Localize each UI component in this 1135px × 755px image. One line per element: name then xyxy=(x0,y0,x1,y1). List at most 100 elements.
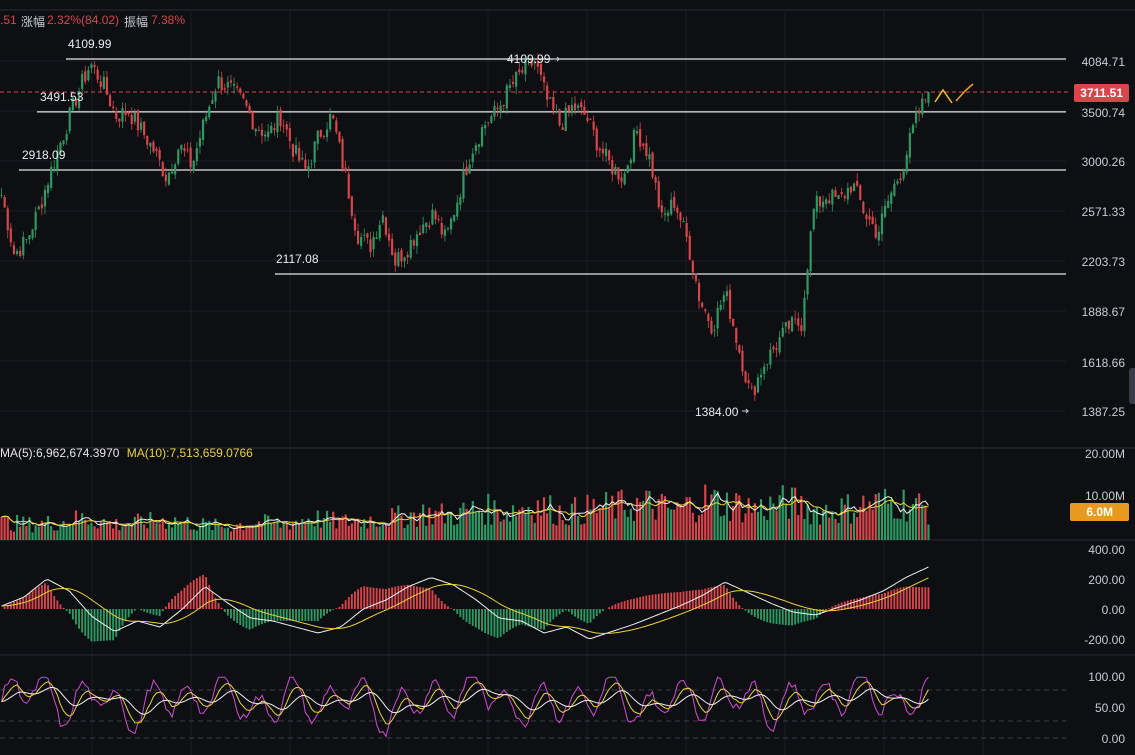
volume-bar xyxy=(682,506,685,540)
macd-histogram-bar xyxy=(850,599,852,609)
volume-bar xyxy=(217,523,220,540)
volume-bar xyxy=(387,526,391,540)
volume-bar xyxy=(589,509,592,540)
candle-body xyxy=(25,239,28,240)
volume-bar xyxy=(136,513,140,540)
oscillator-fast-line xyxy=(1,676,929,738)
price-axis-label: 1618.66 xyxy=(1081,356,1125,370)
candle-body xyxy=(81,73,84,89)
candle-body xyxy=(6,208,9,231)
macd-histogram-bar xyxy=(611,605,614,609)
volume-bar xyxy=(378,526,381,540)
candle-body xyxy=(651,152,654,178)
volume-bar xyxy=(251,525,254,540)
macd-histogram-bar xyxy=(707,587,710,609)
volume-bar xyxy=(449,511,453,540)
macd-histogram-bar xyxy=(326,609,328,614)
candle-body xyxy=(325,129,329,138)
candle-body xyxy=(852,183,856,192)
volume-bar xyxy=(741,522,744,540)
candle-body xyxy=(620,177,623,182)
volume-bar xyxy=(96,528,99,540)
candle-body xyxy=(809,231,812,272)
candle-body xyxy=(685,223,688,238)
candle-body xyxy=(536,61,539,67)
candle-body xyxy=(139,122,143,130)
volume-bar xyxy=(186,517,189,540)
candle-body xyxy=(251,111,254,130)
macd-histogram-bar xyxy=(471,609,474,626)
candle-body xyxy=(425,222,428,227)
volume-bar xyxy=(676,502,679,540)
macd-histogram-bar xyxy=(862,597,865,609)
macd-dea-line xyxy=(1,577,929,634)
macd-histogram-bar xyxy=(819,609,821,615)
candle-body xyxy=(9,228,12,243)
candle-body xyxy=(375,237,378,239)
candle-body xyxy=(682,220,685,223)
macd-histogram-bar xyxy=(868,595,871,609)
macd-histogram-bar xyxy=(722,585,725,609)
macd-histogram-bar xyxy=(44,583,46,609)
macd-histogram-bar xyxy=(323,609,325,616)
candle-body xyxy=(56,150,59,170)
volume-bar xyxy=(245,525,248,540)
macd-histogram-bar xyxy=(515,609,518,627)
candle-body xyxy=(821,201,825,208)
candle-body xyxy=(763,366,766,374)
macd-histogram-bar xyxy=(884,592,886,609)
candle-body xyxy=(229,80,233,83)
candle-body xyxy=(657,181,660,208)
volume-bar xyxy=(220,526,223,540)
candle-body xyxy=(428,225,431,228)
volume-bar xyxy=(567,525,570,540)
candle-body xyxy=(34,211,37,230)
volume-bar xyxy=(508,521,512,540)
candle-body xyxy=(136,110,140,131)
candle-body xyxy=(614,166,617,175)
candle-body xyxy=(759,374,763,378)
volume-bar xyxy=(666,507,670,540)
macd-histogram-bar xyxy=(757,609,759,619)
candle-body xyxy=(344,167,347,172)
volume-bar xyxy=(756,511,760,540)
macd-histogram-bar xyxy=(651,594,654,609)
volume-bar xyxy=(759,499,763,540)
volume-bar xyxy=(325,510,329,540)
macd-histogram-bar xyxy=(183,587,186,609)
macd-histogram-bar xyxy=(577,609,580,619)
candle-body xyxy=(298,147,301,161)
volume-bar xyxy=(840,498,843,540)
macd-histogram-bar xyxy=(580,609,583,621)
macd-histogram-bar xyxy=(623,600,626,609)
macd-histogram-bar xyxy=(524,609,527,626)
candle-body xyxy=(521,70,524,73)
volume-bar xyxy=(716,491,719,540)
volume-bar xyxy=(3,515,6,540)
panel-collapse-handle[interactable] xyxy=(1129,368,1135,404)
volume-bar xyxy=(524,513,527,540)
volume-bar xyxy=(465,508,468,540)
candle-body xyxy=(118,118,121,122)
candle-body xyxy=(914,111,918,124)
macd-histogram-bar xyxy=(772,609,775,624)
candle-body xyxy=(921,98,924,115)
macd-histogram-bar xyxy=(450,608,452,609)
macd-histogram-bar xyxy=(552,609,555,620)
macd-histogram-bar xyxy=(499,609,502,637)
candle-body xyxy=(108,95,112,107)
candle-body xyxy=(856,180,859,186)
volume-bar xyxy=(629,508,632,540)
candle-body xyxy=(496,107,499,110)
macd-histogram-bar xyxy=(567,609,570,612)
candle-body xyxy=(710,320,713,334)
candle-body xyxy=(741,350,744,372)
volume-bar xyxy=(505,511,508,540)
macd-histogram-bar xyxy=(512,609,514,629)
candle-body xyxy=(629,159,632,164)
macd-histogram-bar xyxy=(614,604,617,609)
candle-body xyxy=(211,100,214,104)
volume-bar xyxy=(673,509,676,540)
volume-bar xyxy=(422,504,425,540)
